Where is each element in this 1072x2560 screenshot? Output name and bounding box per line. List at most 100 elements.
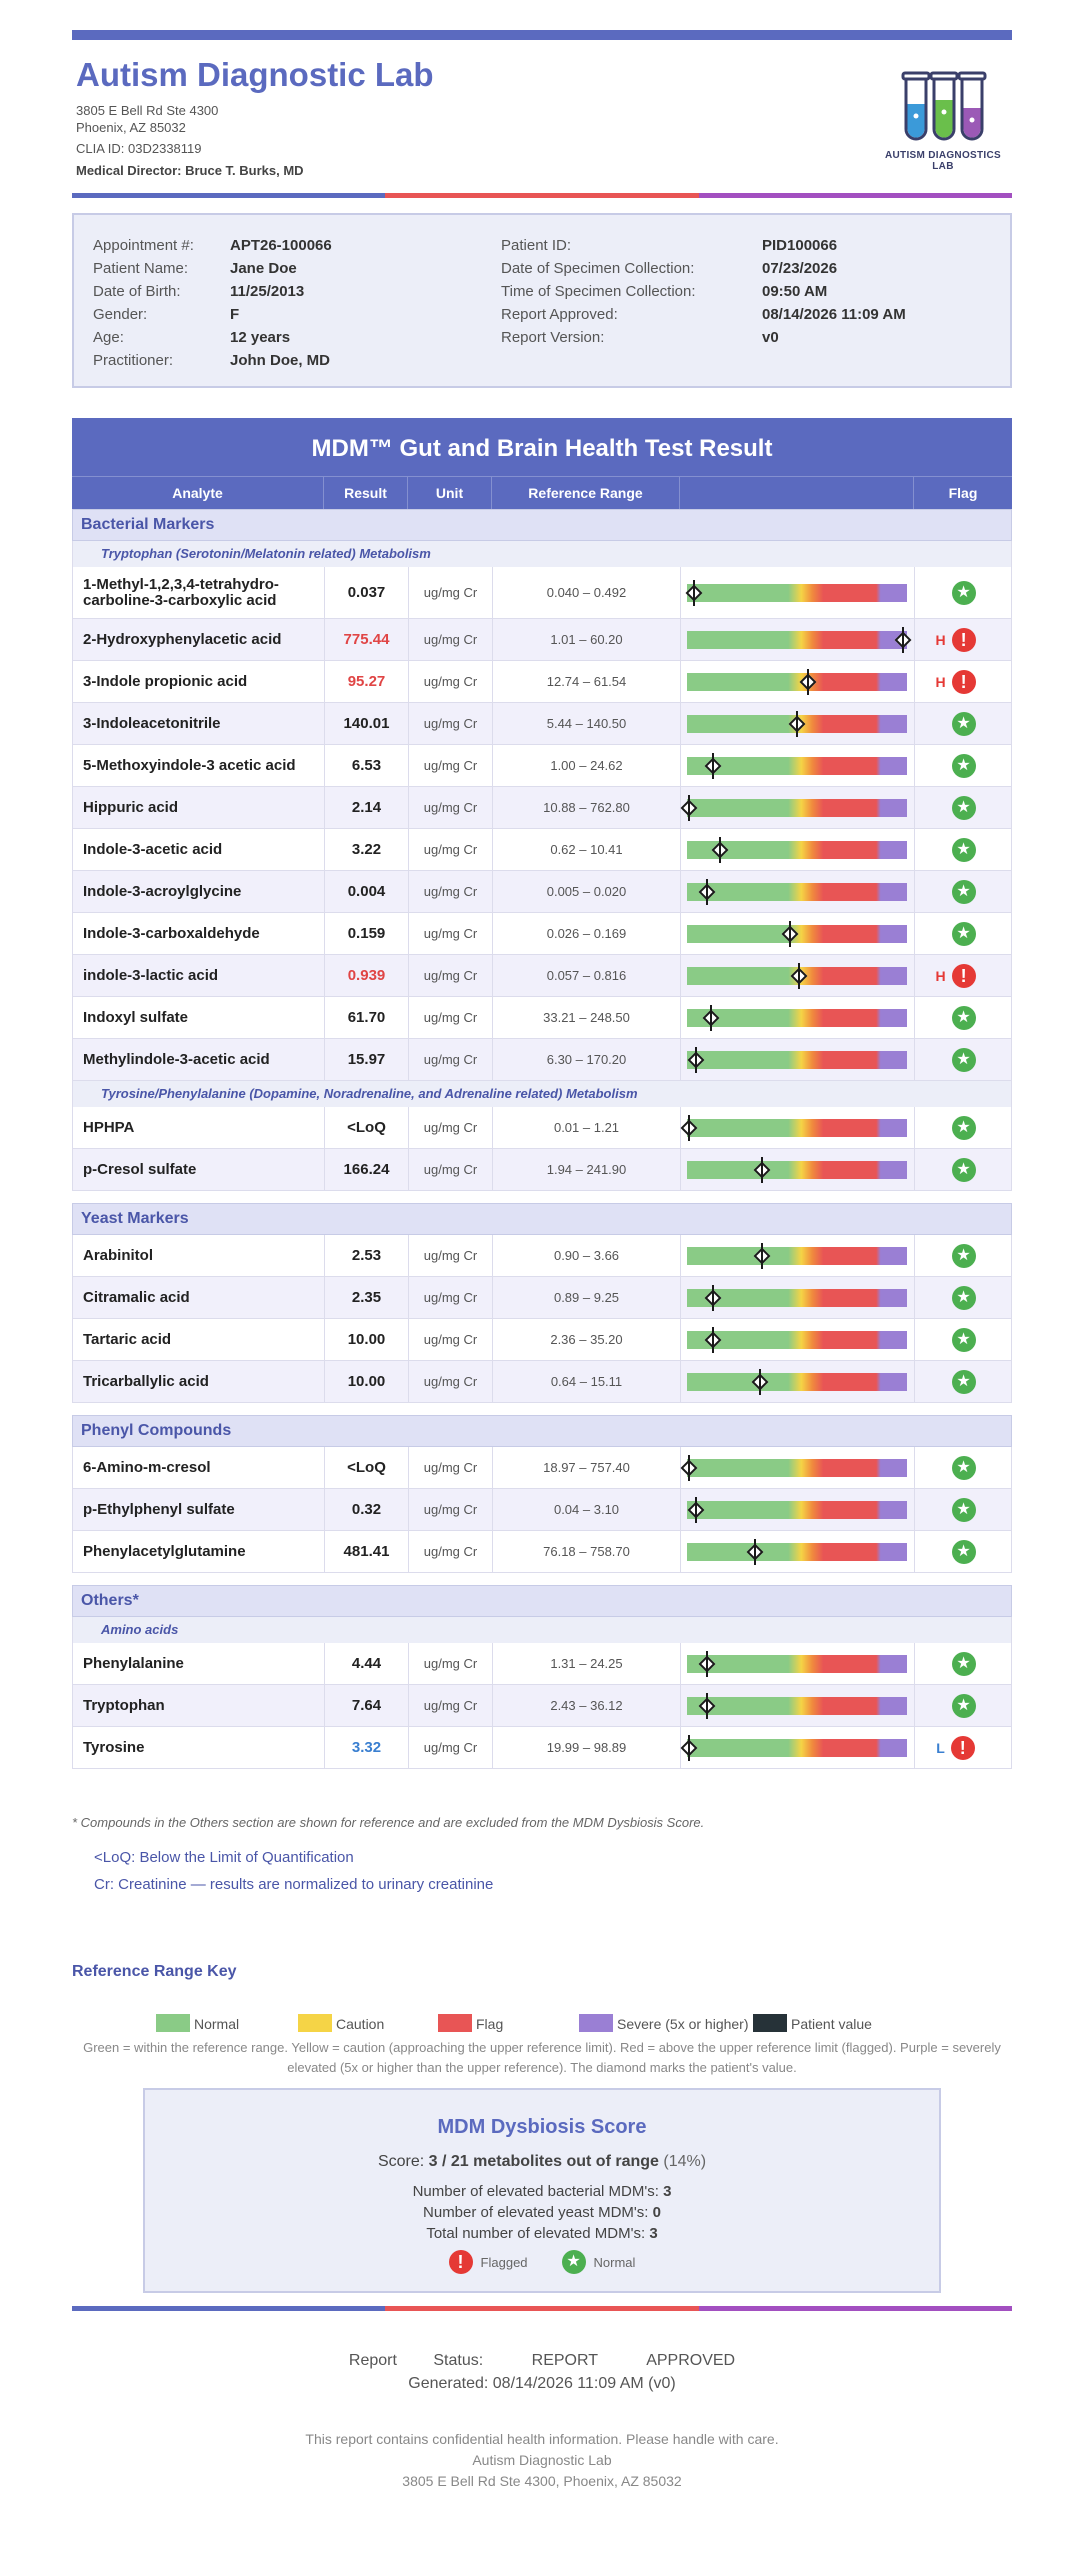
yeast-count-line: Number of elevated yeast MDM's: 0	[145, 2204, 939, 2221]
range-bar	[687, 672, 907, 691]
key-patient-label: Patient value	[791, 2016, 872, 2032]
table-row: 5-Methoxyindole-3 acetic acid 6.53 ug/mg C…	[72, 745, 1012, 787]
flag-cell: ★	[915, 1039, 1012, 1080]
age-label: Age:	[93, 329, 124, 346]
header-analyte: Analyte	[72, 477, 324, 510]
table-row: Indole-3-acetic acid 3.22 ug/mg Cr 0.62 – 1…	[72, 829, 1012, 871]
range-bar-cell	[681, 1489, 915, 1530]
reference-range: 0.62 – 10.41	[493, 829, 681, 870]
normal-star-icon: ★	[951, 879, 976, 904]
unit: ug/mg Cr	[409, 1489, 493, 1530]
reference-range: 6.30 – 170.20	[493, 1039, 681, 1080]
key-flag-swatch	[438, 2014, 472, 2032]
section-header: Phenyl Compounds	[72, 1415, 1012, 1447]
analyte-name: Hippuric acid	[73, 787, 325, 828]
table-row: Methylindole-3-acetic acid 15.97 ug/mg Cr 6…	[72, 1039, 1012, 1081]
medical-director: Medical Director: Bruce T. Burks, MD	[76, 163, 304, 178]
unit: ug/mg Cr	[409, 745, 493, 786]
range-bar	[687, 1246, 907, 1265]
reference-range: 19.99 – 98.89	[493, 1727, 681, 1768]
normal-star-icon: ★	[951, 837, 976, 862]
range-bar-cell	[681, 955, 915, 996]
range-bar-cell	[681, 1319, 915, 1360]
analyte-name: Indole-3-carboxaldehyde	[73, 913, 325, 954]
result-value: <LoQ	[325, 1107, 409, 1148]
normal-star-icon: ★	[951, 1285, 976, 1310]
reference-range: 0.057 – 0.816	[493, 955, 681, 996]
key-normal-swatch	[156, 2014, 190, 2032]
table-row: Citramalic acid 2.35 ug/mg Cr 0.89 – 9.25 ★	[72, 1277, 1012, 1319]
analyte-name: Methylindole-3-acetic acid	[73, 1039, 325, 1080]
range-bar-cell	[681, 997, 915, 1038]
unit: ug/mg Cr	[409, 955, 493, 996]
unit: ug/mg Cr	[409, 1149, 493, 1190]
age-value: 12 years	[230, 329, 291, 346]
range-bar	[687, 630, 912, 649]
flag-cell: ★	[915, 745, 1012, 786]
patient-value-marker	[751, 1373, 769, 1390]
table-row: indole-3-lactic acid 0.939 ug/mg Cr 0.057 –…	[72, 955, 1012, 997]
table-row: Phenylalanine 4.44 ug/mg Cr 1.31 – 24.25 ★	[72, 1643, 1012, 1685]
range-bar-cell	[681, 1361, 915, 1402]
patient-value-marker	[680, 1459, 698, 1476]
patient-value-marker	[680, 1739, 698, 1756]
normal-star-icon: ★	[951, 1115, 976, 1140]
range-bar	[687, 840, 907, 859]
result-value: 7.64	[325, 1685, 409, 1726]
flag-cell: ★	[915, 1277, 1012, 1318]
analyte-name: Tricarballylic acid	[73, 1361, 325, 1402]
unit: ug/mg Cr	[409, 661, 493, 702]
patient-id-label: Patient ID:	[501, 237, 572, 254]
patient-info-panel: Appointment #: APT26-100066 Patient Name…	[72, 213, 1012, 388]
unit: ug/mg Cr	[409, 619, 493, 660]
flag-cell: ★	[915, 829, 1012, 870]
flag-cell: ★	[915, 567, 1012, 618]
result-value: 0.004	[325, 871, 409, 912]
reference-range: 1.31 – 24.25	[493, 1643, 681, 1684]
range-bar	[687, 1330, 907, 1349]
normal-star-icon: ★	[951, 1369, 976, 1394]
normal-star-icon: ★	[951, 1497, 976, 1522]
range-bar	[687, 1542, 907, 1561]
reference-range: 12.74 – 61.54	[493, 661, 681, 702]
flagged-icon: !	[951, 963, 976, 988]
footer-lab-name: Autism Diagnostic Lab	[472, 2452, 612, 2468]
patient-value-marker	[680, 799, 698, 816]
analyte-name: indole-3-lactic acid	[73, 955, 325, 996]
table-row: 3-Indoleacetonitrile 140.01 ug/mg Cr 5.44 –…	[72, 703, 1012, 745]
reference-range: 10.88 – 762.80	[493, 787, 681, 828]
result-value: 3.32	[325, 1727, 409, 1768]
unit: ug/mg Cr	[409, 1447, 493, 1488]
range-bar-cell	[681, 703, 915, 744]
normal-star-icon: ★	[951, 711, 976, 736]
report-version-value: v0	[762, 329, 779, 346]
header-result: Result	[324, 477, 408, 510]
patient-value-marker	[781, 925, 799, 942]
result-value: 2.53	[325, 1235, 409, 1276]
range-bar-cell	[681, 1039, 915, 1080]
yeast-count-label: Number of elevated yeast MDM's:	[423, 2204, 649, 2221]
range-bar-cell	[681, 913, 915, 954]
flag-cell: ★	[915, 997, 1012, 1038]
analyte-name: 5-Methoxyindole-3 acetic acid	[73, 745, 325, 786]
normal-star-icon: ★	[561, 2250, 586, 2274]
report-approved-label: Report Approved:	[501, 306, 618, 323]
result-value: 10.00	[325, 1319, 409, 1360]
range-bar-cell	[681, 619, 915, 660]
range-bar-cell	[680, 1107, 915, 1148]
unit: ug/mg Cr	[409, 1319, 493, 1360]
top-accent-bar	[72, 30, 1012, 40]
key-severe-label: Severe (5x or higher)	[617, 2016, 749, 2032]
reference-range: 0.040 – 0.492	[493, 567, 681, 618]
result-value: 481.41	[325, 1531, 409, 1572]
range-bar	[687, 1160, 907, 1179]
lab-address-line2: Phoenix, AZ 85032	[76, 120, 186, 135]
patient-value-marker	[685, 584, 703, 601]
analyte-name: Tyrosine	[73, 1727, 325, 1768]
range-bar	[687, 924, 907, 943]
patient-value-marker	[698, 1697, 716, 1714]
practitioner-value: John Doe, MD	[230, 352, 330, 369]
yeast-count: 0	[652, 2204, 661, 2221]
bacterial-count-line: Number of elevated bacterial MDM's: 3	[145, 2183, 939, 2200]
header-range-bar	[680, 477, 914, 510]
